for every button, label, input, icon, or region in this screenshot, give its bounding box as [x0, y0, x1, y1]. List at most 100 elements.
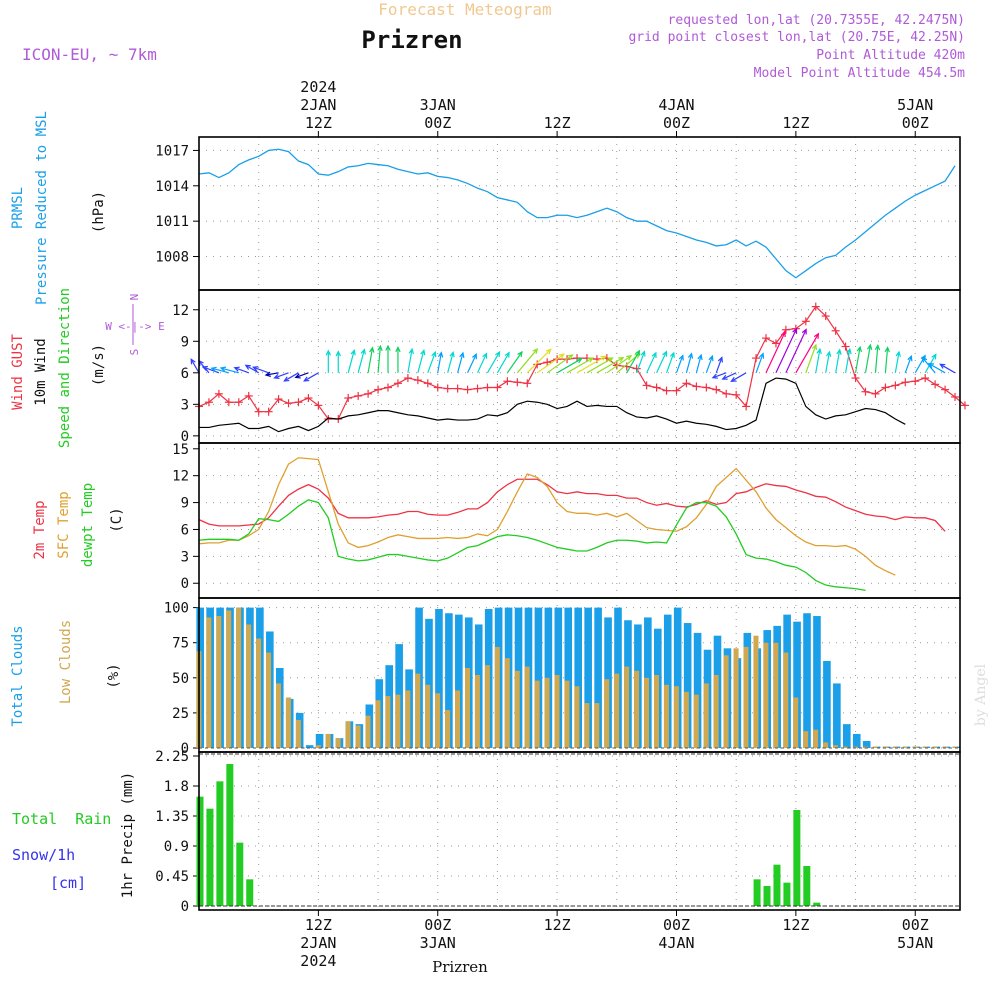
low-cloud-bar: [663, 684, 669, 748]
wind-arrow-head: [252, 366, 259, 372]
low-cloud-bar: [813, 729, 819, 748]
low-cloud-bar: [435, 693, 441, 748]
wind-arrow: [921, 357, 936, 374]
wind-arrow-head: [294, 373, 301, 379]
wind-arrow: [556, 358, 582, 374]
total-cloud-bar: [435, 609, 443, 748]
rain-bar: [226, 764, 234, 906]
low-cloud-bar: [683, 691, 689, 748]
wind-arrow: [377, 346, 381, 373]
label-total-clouds: Total Clouds: [10, 625, 26, 726]
rain-bar: [753, 879, 761, 906]
rain-bar: [216, 781, 224, 906]
label-prmsl: PRMSL: [10, 187, 26, 229]
wind-arrow-head: [626, 355, 633, 361]
wind-arrow-head: [640, 350, 646, 357]
label-snow: Snow/1h: [12, 846, 75, 864]
low-cloud-bar: [405, 690, 411, 748]
wind-arrow-head: [369, 346, 375, 353]
wind-arrow-head: [420, 348, 426, 356]
wind-arrow: [357, 349, 365, 373]
wind-arrow: [211, 367, 229, 374]
wind-arrow: [755, 353, 764, 374]
header-point-altitude: Point Altitude 420m: [816, 48, 965, 63]
compass-s: S: [128, 349, 141, 356]
panel-frame: [198, 751, 961, 911]
top-time-label: 00Z: [902, 114, 929, 132]
wind-arrow: [854, 346, 861, 373]
wind-arrow-head: [866, 343, 873, 351]
wind-arrow: [656, 351, 667, 374]
low-cloud-bar: [355, 725, 361, 748]
total-cloud-bar: [852, 733, 861, 748]
wind-arrow-head: [431, 350, 437, 358]
wind-arrow: [347, 350, 355, 373]
wind-arrow: [506, 351, 523, 374]
top-time-label: 12Z: [544, 114, 571, 132]
low-cloud-bar: [236, 607, 242, 748]
rain-bar: [196, 796, 204, 906]
bottom-time-label: 2JAN: [300, 934, 336, 952]
wind-arrow: [526, 348, 552, 374]
wind-arrow: [407, 349, 413, 373]
low-cloud-bar: [455, 690, 461, 748]
rain-bar: [773, 864, 781, 906]
low-cloud-bar: [952, 746, 958, 748]
total-cloud-bar: [843, 724, 851, 748]
wind-arrow-head: [708, 354, 714, 362]
low-cloud-bar: [474, 675, 480, 748]
wind-arrow: [576, 355, 606, 374]
wind-arrow-head: [190, 358, 196, 365]
label-ms: (m/s): [91, 344, 107, 386]
ytick-label: 0: [181, 899, 189, 915]
ytick-label: 25: [172, 706, 189, 722]
low-cloud-bar: [803, 731, 809, 748]
low-cloud-bar: [713, 675, 719, 748]
low-cloud-bar: [653, 675, 659, 748]
wind-arrow-head: [651, 351, 657, 358]
wind-arrow-head: [377, 344, 383, 351]
label-sfc-temp: SFC Temp: [56, 491, 72, 558]
wind-arrow: [606, 355, 632, 374]
low-cloud-bar: [862, 746, 868, 748]
wind-arrow: [765, 331, 786, 374]
low-cloud-bar: [673, 686, 679, 748]
low-cloud-bar: [514, 670, 520, 748]
low-cloud-bar: [912, 746, 918, 748]
bottom-time-label: 00Z: [663, 916, 690, 934]
ytick-label: 3: [181, 397, 189, 413]
low-cloud-bar: [226, 610, 232, 748]
header-model: ICON-EU, ~ 7km: [22, 45, 157, 64]
wind-arrow: [884, 347, 889, 373]
total-cloud-bar: [305, 745, 314, 748]
low-cloud-bar: [753, 635, 759, 748]
total-cloud-bar: [803, 613, 811, 748]
wind-arrow-head: [721, 374, 728, 380]
low-cloud-bar: [266, 652, 272, 748]
low-cloud-bar: [843, 746, 849, 748]
wind-arrow-head: [895, 350, 901, 357]
low-cloud-bar: [295, 719, 301, 748]
rain-bar: [246, 879, 254, 906]
low-cloud-bar: [793, 697, 799, 748]
wind-arrow-head: [600, 355, 607, 361]
low-cloud-bar: [634, 670, 640, 748]
rain-bar: [206, 808, 214, 906]
wind-arrow-head: [780, 330, 786, 338]
ytick-label: 1.35: [155, 809, 189, 825]
wind-arrow: [437, 352, 442, 373]
bottom-time-label: 12Z: [305, 916, 332, 934]
wind-arrow-head: [408, 347, 415, 355]
wind-arrow-head: [576, 358, 583, 364]
ytick-label: 9: [181, 334, 189, 350]
wind-arrow-head: [907, 354, 913, 362]
ytick-label: 6: [181, 366, 189, 382]
low-cloud-bar: [494, 646, 500, 748]
wind-arrow: [496, 352, 510, 374]
wind-arrow-head: [532, 348, 539, 355]
low-cloud-bar: [743, 646, 749, 748]
top-time-label: 12Z: [782, 114, 809, 132]
wind-arrow: [234, 367, 249, 374]
bottom-time-label: 12Z: [544, 916, 571, 934]
